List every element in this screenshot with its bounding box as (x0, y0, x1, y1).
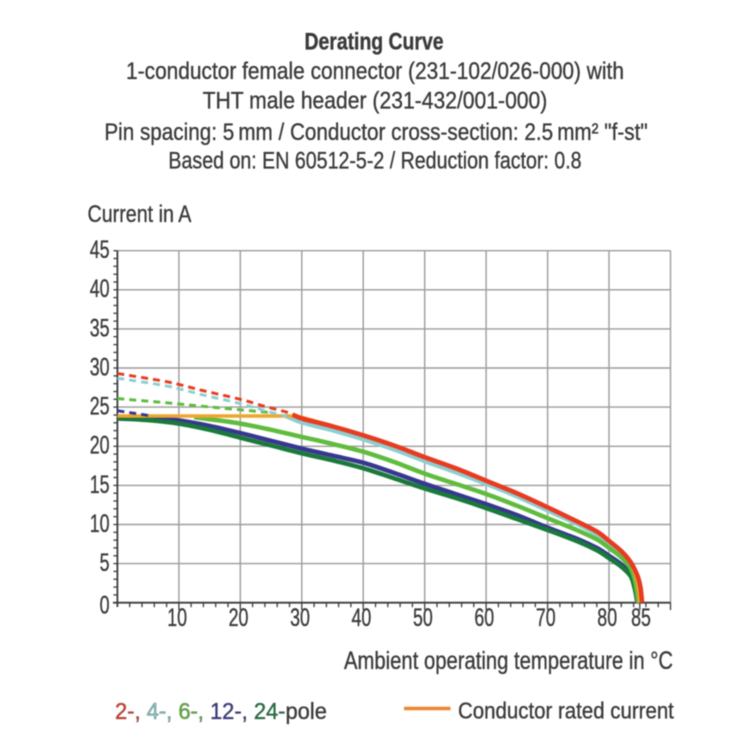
svg-text:50: 50 (413, 603, 433, 632)
svg-text:10: 10 (167, 603, 187, 632)
svg-text:30: 30 (90, 352, 110, 381)
svg-text:Conductor rated current: Conductor rated current (458, 697, 674, 723)
svg-text:35: 35 (90, 313, 110, 342)
svg-text:10: 10 (90, 509, 110, 538)
svg-text:85: 85 (631, 603, 651, 632)
svg-text:25: 25 (90, 391, 110, 420)
svg-text:70: 70 (536, 603, 556, 632)
svg-text:60: 60 (474, 603, 494, 632)
svg-text:20: 20 (90, 431, 110, 460)
svg-text:Pin spacing: 5 mm / Conductor: Pin spacing: 5 mm / Conductor cross-sect… (104, 118, 647, 145)
svg-text:20: 20 (229, 603, 249, 632)
svg-text:40: 40 (90, 274, 110, 303)
svg-text:80: 80 (597, 603, 617, 632)
svg-text:30: 30 (290, 603, 310, 632)
svg-text:THT male header (231-432/001-0: THT male header (231-432/001-000) (203, 86, 548, 114)
svg-text:0: 0 (100, 590, 110, 619)
svg-text:5: 5 (100, 548, 110, 577)
svg-text:40: 40 (352, 603, 372, 632)
svg-text:Derating Curve: Derating Curve (304, 27, 443, 55)
svg-text:15: 15 (90, 470, 110, 499)
svg-text:Based on: EN 60512-5-2 / Reduc: Based on: EN 60512-5-2 / Reduction facto… (168, 147, 581, 174)
svg-text:1-conductor female connector (: 1-conductor female connector (231-102/02… (126, 58, 624, 85)
svg-text:Current in A: Current in A (88, 200, 192, 227)
svg-text:Ambient operating temperature: Ambient operating temperature in °C (344, 646, 673, 675)
svg-text:2-, 4-, 6-, 12-, 24-pole: 2-, 4-, 6-, 12-, 24-pole (115, 699, 327, 725)
svg-text:45: 45 (90, 235, 110, 264)
